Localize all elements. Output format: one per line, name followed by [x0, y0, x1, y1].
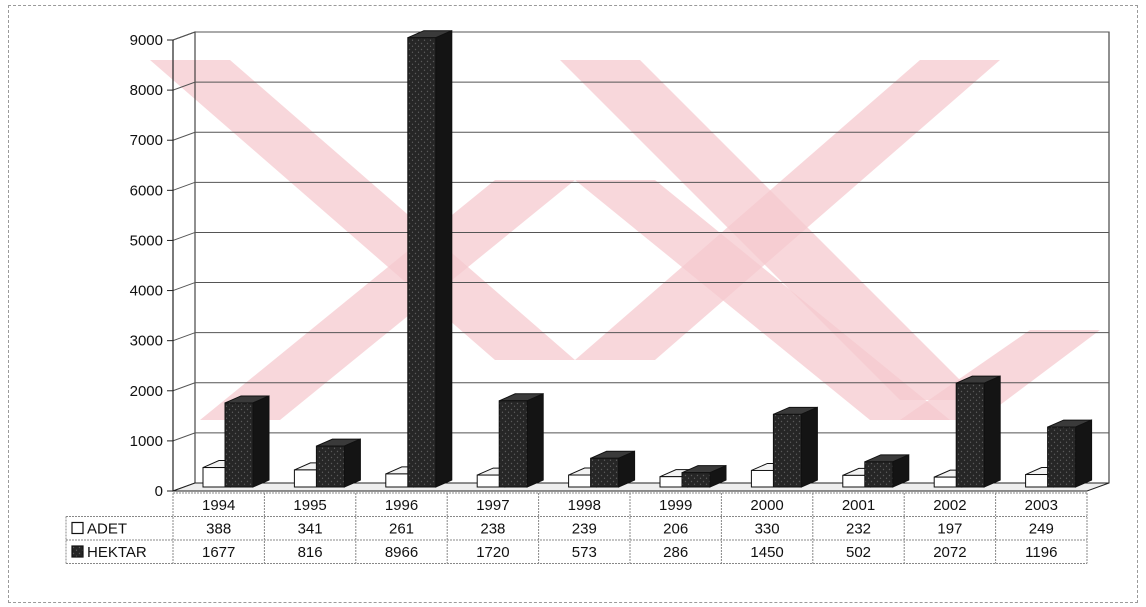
gridline-side — [172, 181, 196, 191]
x-tick-label: 2003 — [1025, 497, 1058, 514]
bar-hektar-1996 — [407, 29, 453, 488]
x-tick-label: 1997 — [476, 497, 509, 514]
gridline-side — [172, 282, 196, 292]
bar-hektar-1999 — [681, 464, 727, 488]
y-tick-label: 3000 — [130, 333, 163, 350]
legend-swatch-adet — [71, 521, 84, 535]
chart-frame — [8, 5, 1138, 603]
bar-hektar-2000 — [772, 406, 818, 488]
bar-hektar-2003-side — [1075, 419, 1093, 488]
y-tick-label: 4000 — [130, 283, 163, 300]
data-label: 232 — [846, 521, 871, 538]
data-label: 573 — [572, 544, 597, 561]
data-label: 1196 — [1025, 544, 1057, 561]
x-tick-label: 1998 — [568, 497, 601, 514]
bar-hektar-1998 — [590, 450, 636, 488]
y-tick-label: 0 — [155, 483, 163, 500]
gridline-side — [172, 131, 196, 141]
bar-hektar-1995 — [315, 438, 361, 488]
bar-hektar-2002-side — [983, 375, 1001, 488]
legend-swatch-hektar — [71, 545, 84, 558]
gridline-side — [172, 382, 196, 392]
watermark-stroke-0 — [150, 60, 575, 360]
data-label: 330 — [755, 521, 780, 538]
data-label: 8966 — [385, 544, 418, 561]
bars-group — [202, 29, 1093, 488]
data-label: 502 — [846, 544, 871, 561]
data-label: 816 — [298, 544, 323, 561]
y-tick-label: 7000 — [130, 132, 163, 149]
bar-hektar-1994-front — [224, 402, 254, 488]
data-label: 197 — [937, 521, 962, 538]
bar-hektar-2003 — [1047, 419, 1093, 488]
data-label: 286 — [663, 544, 688, 561]
x-tick-label: 1996 — [385, 497, 418, 514]
x-tick-label: 1995 — [293, 497, 326, 514]
bar-hektar-1999-front — [681, 472, 711, 488]
bar-hektar-1995-side — [343, 438, 361, 488]
data-label: 206 — [663, 521, 688, 538]
y-tick-label: 8000 — [130, 82, 163, 99]
y-tick-label: 1000 — [130, 433, 163, 450]
gridline-side — [172, 432, 196, 442]
bar-hektar-2003-front — [1047, 426, 1077, 488]
data-table: 1994 1995 1996 1997 1998 1999 2000 2001 2002 2003… — [65, 492, 1088, 564]
data-label: 249 — [1029, 521, 1054, 538]
bar-hektar-2001-front — [864, 461, 894, 488]
bar-hektar-1997-side — [526, 393, 544, 488]
y-tick-label: 6000 — [130, 182, 163, 199]
bar-hektar-1997-front — [498, 400, 528, 488]
bar-hektar-1994 — [224, 395, 270, 488]
bar-hektar-2000-front — [772, 413, 802, 488]
data-label: 1677 — [202, 544, 235, 561]
data-label: 261 — [389, 521, 414, 538]
bar-hektar-1997 — [498, 393, 544, 488]
data-label: 1720 — [476, 544, 509, 561]
y-tick-label: 2000 — [130, 383, 163, 400]
x-tick-label: 1999 — [659, 497, 692, 514]
data-label: 238 — [480, 521, 505, 538]
x-tick-label: 2001 — [842, 497, 875, 514]
watermark-stroke-3 — [575, 180, 950, 420]
plot-side-wall — [172, 31, 196, 492]
data-label: 388 — [206, 521, 231, 538]
data-label: 341 — [298, 521, 323, 538]
x-tick-label: 1994 — [202, 497, 235, 514]
bar-hektar-1996-front — [407, 37, 437, 488]
bar-hektar-2000-side — [800, 406, 818, 488]
gridline-side — [172, 81, 196, 91]
gridline-side — [172, 332, 196, 342]
y-tick-label: 9000 — [130, 32, 163, 49]
bar-hektar-1995-front — [315, 445, 345, 488]
y-tick-label: 5000 — [130, 232, 163, 249]
bar-hektar-1998-front — [590, 457, 620, 488]
bar-hektar-2002-front — [955, 382, 985, 488]
data-label: 1450 — [750, 544, 783, 561]
bar-hektar-2001 — [864, 454, 910, 488]
bar-hektar-1994-side — [252, 395, 270, 488]
x-tick-label: 2000 — [750, 497, 783, 514]
legend-label-hektar: HEKTAR — [87, 544, 147, 561]
watermark-logo — [150, 60, 1100, 420]
data-label: 239 — [572, 521, 597, 538]
watermark-stroke-5 — [900, 330, 1100, 420]
gridline-side — [172, 31, 196, 41]
gridline-side — [172, 231, 196, 241]
watermark-stroke-2 — [200, 180, 575, 420]
legend-label-adet: ADET — [87, 521, 127, 538]
watermark-stroke-4 — [560, 60, 980, 400]
data-label: 2072 — [933, 544, 966, 561]
bar-hektar-2002 — [955, 375, 1001, 488]
bar-hektar-1996-side — [435, 29, 453, 488]
x-tick-label: 2002 — [933, 497, 966, 514]
